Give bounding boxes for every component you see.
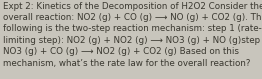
Text: Expt 2: Kinetics of the Decomposition of H2O2 Consider the
overall reaction: NO2: Expt 2: Kinetics of the Decomposition of… xyxy=(3,2,262,68)
